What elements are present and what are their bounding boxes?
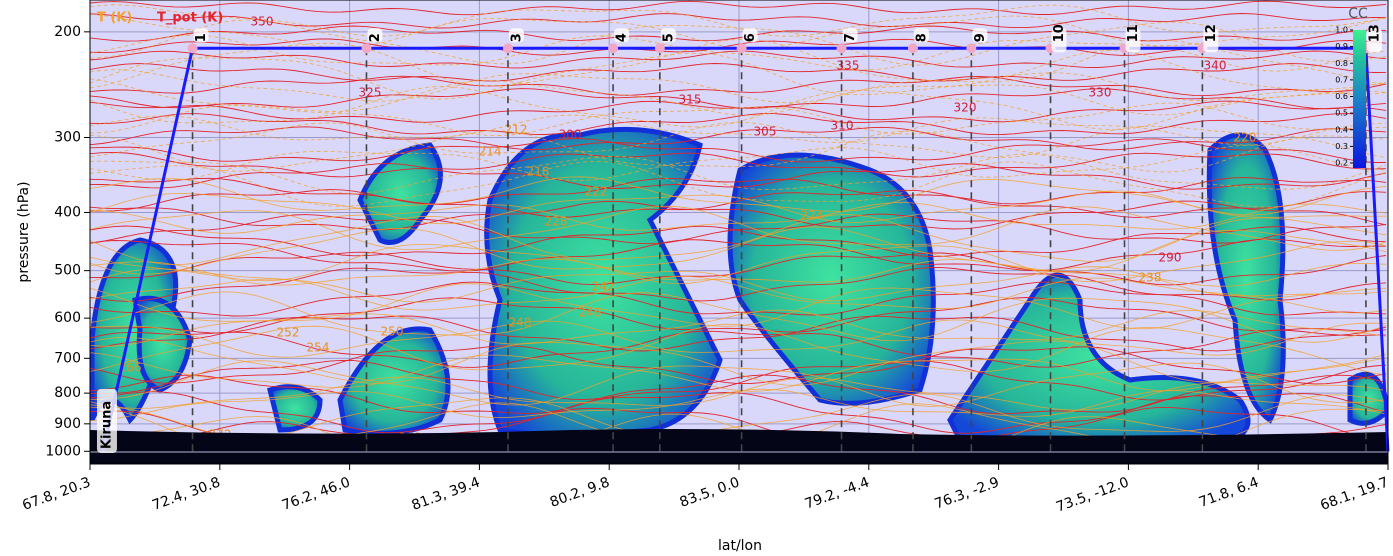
cloud bbox=[270, 387, 320, 430]
legend-entry: T_pot (K) bbox=[157, 11, 223, 26]
legend-entry: T (K) bbox=[97, 11, 132, 26]
y-tick-label: 700 bbox=[54, 350, 81, 366]
contour-label: 224 bbox=[801, 209, 824, 223]
x-tick-label: 67.8, 20.3 bbox=[20, 474, 92, 513]
waypoint-marker bbox=[608, 43, 618, 53]
contour-label: 330 bbox=[1089, 86, 1112, 100]
contour-label: 228 bbox=[545, 215, 568, 229]
contour-label: 325 bbox=[359, 86, 382, 100]
colorbar-tick-label: 1.0 bbox=[1335, 26, 1348, 35]
waypoint-label: 6 bbox=[743, 33, 758, 42]
waypoint-marker bbox=[188, 43, 198, 53]
contour-label: 305 bbox=[754, 125, 777, 139]
x-tick-label: 72.4, 30.8 bbox=[150, 474, 222, 513]
contour-label: 315 bbox=[679, 93, 702, 107]
contour-label: 218 bbox=[527, 165, 550, 179]
x-tick-label: 76.2, 46.0 bbox=[280, 474, 352, 513]
x-tick-label: 83.5, 0.0 bbox=[678, 474, 742, 510]
waypoint-marker bbox=[966, 43, 976, 53]
y-tick-label: 400 bbox=[54, 204, 81, 220]
waypoint-marker bbox=[837, 43, 847, 53]
colorbar-tick-label: 0.2 bbox=[1335, 159, 1348, 168]
waypoint-label: 7 bbox=[843, 33, 858, 42]
x-tick-label: 68.1, 19.7 bbox=[1318, 474, 1390, 513]
colorbar-tick-label: 0.7 bbox=[1335, 75, 1348, 84]
y-tick-label: 800 bbox=[54, 385, 81, 401]
waypoint-label: 13 bbox=[1367, 24, 1382, 42]
chart: 2 12 214 218 222 228 224 220 242 246 248 252 254 250 2… bbox=[0, 0, 1393, 552]
x-tick-label: 79.2, -4.4 bbox=[803, 474, 872, 512]
contour-label: 238 bbox=[1139, 271, 1162, 285]
waypoint-label: 8 bbox=[914, 33, 929, 42]
contour-label: 242 bbox=[592, 280, 615, 294]
contour-label: 246 bbox=[579, 306, 602, 320]
y-tick-label: 300 bbox=[54, 130, 81, 146]
waypoint-label: 4 bbox=[615, 33, 630, 42]
y-tick-label: 500 bbox=[54, 263, 81, 279]
colorbar bbox=[1353, 30, 1366, 168]
x-tick-label: 71.8, 6.4 bbox=[1197, 474, 1261, 510]
waypoint-label: 10 bbox=[1052, 24, 1067, 42]
contour-label: 320 bbox=[954, 101, 977, 115]
x-tick-label: 76.3, -2.9 bbox=[933, 474, 1002, 512]
start-label: Kiruna bbox=[99, 401, 114, 449]
contour-label: 214 bbox=[479, 145, 502, 159]
x-tick-label: 73.5, -12.0 bbox=[1054, 474, 1131, 515]
colorbar-tick-label: 0.4 bbox=[1335, 125, 1348, 134]
contour-label: 222 bbox=[585, 185, 608, 199]
waypoint-label: 12 bbox=[1204, 24, 1219, 42]
waypoint-marker bbox=[737, 43, 747, 53]
colorbar-tick-label: 0.9 bbox=[1335, 42, 1348, 51]
y-tick-label: 200 bbox=[54, 24, 81, 40]
waypoint-marker bbox=[908, 43, 918, 53]
y-tick-label: 1000 bbox=[45, 443, 81, 459]
waypoint-label: 9 bbox=[973, 33, 988, 42]
colorbar-label: CC bbox=[1348, 6, 1368, 22]
waypoint-label: 5 bbox=[661, 33, 676, 42]
contour-label: 250 bbox=[381, 325, 404, 339]
waypoint-label: 3 bbox=[509, 33, 524, 42]
x-axis-label: lat/lon bbox=[718, 538, 762, 552]
colorbar-tick-label: 0.6 bbox=[1335, 92, 1348, 101]
contour-label: 248 bbox=[509, 316, 532, 330]
x-tick-label: 81.3, 39.4 bbox=[410, 474, 483, 513]
contour-label: 350 bbox=[251, 15, 274, 29]
waypoint-label: 1 bbox=[194, 33, 209, 42]
contour-label: 300 bbox=[559, 128, 582, 142]
waypoint-marker bbox=[655, 43, 665, 53]
contour-label: 220 bbox=[1234, 131, 1257, 145]
contour-label: 340 bbox=[1204, 59, 1227, 73]
contour-label: 252 bbox=[277, 326, 300, 340]
waypoint-marker bbox=[361, 43, 371, 53]
colorbar-tick-label: 0.3 bbox=[1335, 142, 1348, 151]
y-axis-label: pressure (hPa) bbox=[16, 181, 32, 282]
contour-label: 335 bbox=[837, 59, 860, 73]
colorbar-tick-label: 0.5 bbox=[1335, 109, 1348, 118]
waypoint-label: 2 bbox=[368, 33, 383, 42]
waypoint-marker bbox=[503, 43, 513, 53]
x-tick-label: 80.2, 9.8 bbox=[548, 474, 612, 510]
waypoint-label: 11 bbox=[1126, 24, 1141, 42]
colorbar-tick-label: 0.8 bbox=[1335, 59, 1348, 68]
contour-label: 290 bbox=[1159, 251, 1182, 265]
y-tick-label: 600 bbox=[54, 310, 81, 326]
y-tick-label: 900 bbox=[54, 416, 81, 432]
contour-label: 254 bbox=[307, 341, 330, 355]
